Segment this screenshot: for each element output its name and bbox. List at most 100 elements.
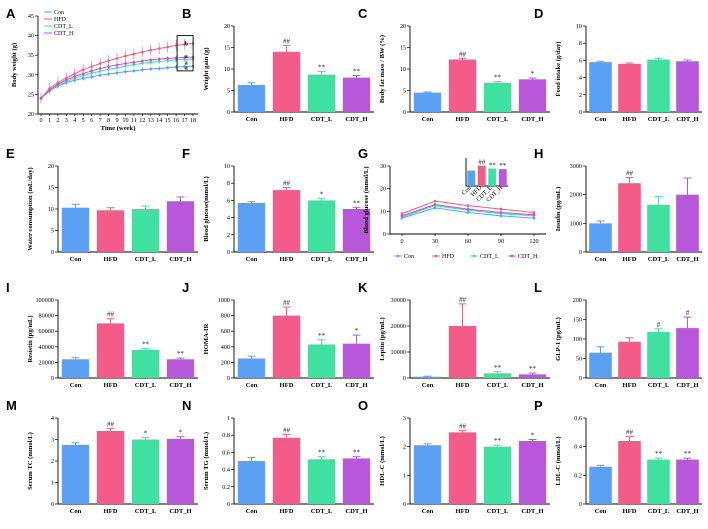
annotation-letter: a: [185, 53, 188, 60]
data-point: [532, 216, 536, 220]
panel-label: N: [182, 398, 191, 413]
bar-con: [413, 92, 442, 112]
data-point: [98, 73, 102, 77]
bar-hfd: [618, 63, 641, 112]
significance-mark: ##: [107, 420, 115, 428]
legend-marker: [434, 254, 438, 258]
x-tick-label: HFD: [280, 382, 294, 389]
x-tick-label: HFD: [623, 508, 637, 515]
x-tick-label: Con: [70, 256, 82, 263]
x-tick-label: Con: [70, 508, 82, 515]
bar-cdt-h: [676, 61, 699, 112]
x-axis-label: Time (week): [101, 125, 136, 132]
significance-mark: #: [657, 321, 661, 329]
data-point: [107, 65, 110, 68]
y-tick-label: 2: [579, 92, 582, 99]
y-tick-label: 1: [227, 415, 230, 422]
bar-cdt-l: [307, 74, 336, 112]
panel-label: P: [534, 398, 543, 413]
y-tick-label: 10: [48, 206, 54, 213]
x-tick-label: HFD: [623, 256, 637, 263]
x-tick-label: 2: [56, 117, 59, 124]
bar-cdt-l: [307, 200, 336, 252]
bar-hfd: [272, 51, 301, 112]
y-tick-label: 6: [227, 197, 230, 204]
x-tick-label: CDT_L: [311, 508, 333, 515]
bar-hfd: [272, 315, 301, 378]
data-point: [183, 42, 186, 46]
bar-con: [237, 358, 266, 378]
y-axis-label: Serum TG (mmol/L): [203, 432, 210, 490]
bar-cdt-l: [131, 439, 160, 504]
inset-bar: [498, 169, 507, 186]
data-point: [115, 63, 119, 67]
inset-significance: **: [499, 162, 507, 170]
x-tick-label: 15: [165, 117, 171, 124]
annotation-letter: a: [185, 59, 188, 66]
x-tick-label: CDT_L: [135, 256, 157, 263]
y-tick-label: 0: [51, 375, 54, 382]
y-tick-label: 400: [221, 344, 230, 351]
bar-hfd: [448, 326, 477, 378]
bar-cdt-h: [342, 343, 371, 378]
x-tick-label: CDT_L: [311, 116, 333, 123]
x-tick-label: Con: [246, 382, 258, 389]
significance-mark: *: [531, 70, 535, 78]
bar-hfd: [272, 190, 301, 252]
y-tick-label: 0: [579, 109, 582, 116]
bar-con: [589, 352, 612, 378]
x-tick-label: Con: [422, 116, 434, 123]
x-tick-label: Con: [246, 256, 258, 263]
x-tick-label: HFD: [280, 256, 294, 263]
data-point: [98, 62, 102, 65]
y-axis-label: LDL-C (mmol/L): [555, 437, 562, 486]
x-tick-label: Con: [595, 116, 607, 123]
x-tick-label: 5: [82, 117, 85, 124]
data-point: [90, 75, 93, 79]
x-tick-label: 9: [115, 117, 118, 124]
y-axis-label: Blood glucose (mmol/L): [363, 166, 370, 233]
bar-hfd: [96, 430, 125, 504]
bar-cdt-l: [131, 349, 160, 378]
significance-mark: *: [531, 432, 535, 440]
y-tick-label: 0: [51, 249, 54, 256]
y-tick-label: 20000: [391, 323, 406, 330]
bar-hfd: [618, 440, 641, 504]
y-axis-label: HOMA-IR: [203, 323, 210, 354]
y-tick-label: 600: [221, 328, 230, 335]
panel-p: P 0 0.2 0.4 0.6 Con ## HFD ** CDT_L ** CDT_H LDL-C (…: [534, 398, 702, 515]
y-tick-label: 4: [579, 75, 582, 82]
legend-marker: [396, 254, 400, 258]
y-axis-label: Blood glucose(mmol/L): [203, 176, 210, 241]
y-tick-label: 15: [48, 185, 54, 192]
y-tick-label: 10: [380, 208, 386, 215]
y-tick-label: 1: [403, 472, 406, 479]
bar-cdt-h: [676, 459, 699, 504]
data-point: [433, 206, 437, 210]
significance-mark: *: [355, 327, 359, 335]
legend-marker: [510, 254, 514, 258]
x-tick-label: 12: [139, 117, 145, 124]
bar-cdt-h: [676, 328, 699, 378]
legend-label: CDT_L: [480, 254, 499, 260]
y-tick-label: 0: [403, 375, 406, 382]
panel-label: C: [358, 6, 368, 21]
bar-cdt-h: [518, 440, 547, 504]
x-tick-label: CDT_H: [345, 382, 368, 389]
y-tick-label: 0.8: [222, 432, 230, 439]
bar-cdt-l: [483, 373, 512, 378]
data-point: [132, 60, 136, 64]
y-tick-label: 35: [28, 52, 34, 59]
x-tick-label: 14: [156, 117, 162, 124]
legend-label: HFD: [442, 254, 455, 260]
significance-mark: *: [179, 429, 183, 437]
x-tick-label: 90: [498, 238, 504, 245]
y-tick-label: 0.2: [222, 484, 230, 491]
annotation-letter: a: [185, 65, 188, 72]
x-tick-label: CDT_L: [135, 508, 157, 515]
bar-cdt-h: [166, 438, 195, 504]
y-axis-label: Resistin (pg/mL): [27, 315, 34, 362]
y-tick-label: 100000: [35, 297, 54, 304]
significance-mark: ##: [283, 426, 291, 434]
y-tick-label: 2: [227, 232, 230, 239]
